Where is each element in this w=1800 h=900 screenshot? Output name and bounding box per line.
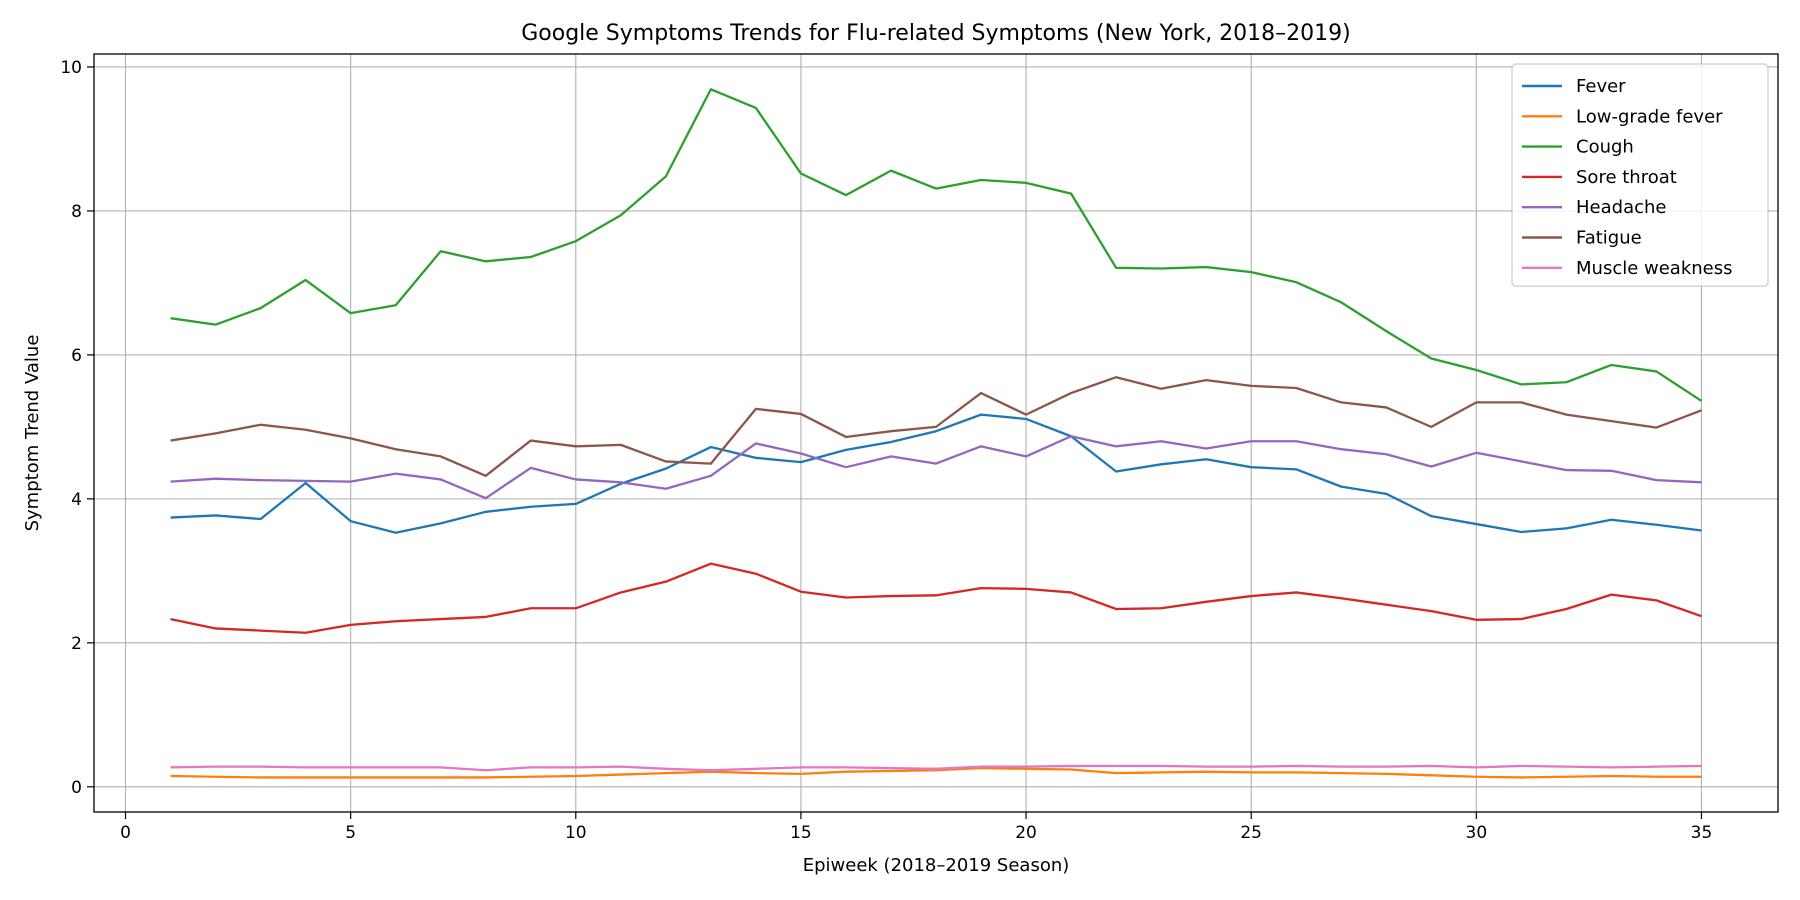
x-tick-label: 35 [1691,823,1713,843]
series-line-muscle-weakness [170,764,1702,772]
legend-label: Sore throat [1576,167,1677,188]
legend-label: Muscle weakness [1576,258,1733,279]
legend: Fever Low-grade fever Cough Sore throat Head… [1511,63,1769,287]
y-tick-label: 2 [71,634,82,654]
y-tick-label: 6 [71,346,82,366]
x-tick-label: 0 [120,823,131,843]
y-tick-label: 8 [71,202,82,222]
series-line-fatigue [170,376,1702,477]
legend-item-cough: Cough [1522,137,1634,158]
legend-label: Low-grade fever [1576,106,1723,127]
chart-title: Google Symptoms Trends for Flu-related S… [521,21,1351,46]
x-tick-label: 30 [1466,823,1488,843]
x-tick-label: 10 [565,823,587,843]
series-line-headache [170,435,1702,500]
y-tick-label: 10 [60,58,82,78]
legend-label: Fever [1576,76,1626,97]
plot-frame [93,53,1779,813]
y-axis-label: Symptom Trend Value [22,335,43,532]
x-tick-label: 15 [790,823,812,843]
series-lines [170,88,1703,779]
legend-item-headache: Headache [1522,197,1666,218]
series-line-cough [170,88,1703,402]
x-axis-label: Epiweek (2018–2019 Season) [803,855,1070,876]
y-tick-label: 0 [71,778,82,798]
legend-label: Fatigue [1576,228,1642,249]
legend-item-fever: Fever [1522,76,1626,97]
legend-item-fatigue: Fatigue [1522,228,1642,249]
x-tick-label: 20 [1015,823,1037,843]
axis-ticks: 0 5 10 15 20 25 30 35 0 2 4 6 8 10 [60,58,1712,843]
y-tick-label: 4 [71,490,82,510]
legend-item-muscle-weakness: Muscle weakness [1522,258,1733,279]
series-line-sore-throat [170,562,1702,634]
x-tick-label: 5 [345,823,356,843]
series-line-low-grade-fever [170,766,1702,779]
legend-label: Cough [1576,137,1634,158]
series-line-fever [170,413,1702,534]
legend-item-low-grade-fever: Low-grade fever [1522,106,1723,127]
legend-label: Headache [1576,197,1666,218]
x-tick-label: 25 [1240,823,1262,843]
legend-box [1511,63,1769,287]
legend-item-sore-throat: Sore throat [1522,167,1677,188]
